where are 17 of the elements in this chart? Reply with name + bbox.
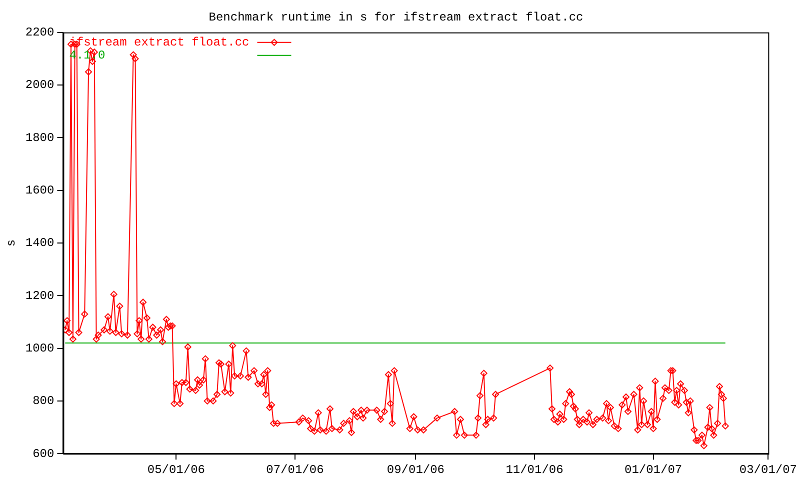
y-tick-label: 1600 xyxy=(25,184,54,198)
y-tick-label: 600 xyxy=(32,446,54,461)
x-tick-label: 03/01/07 xyxy=(739,462,797,477)
y-tick-label: 2000 xyxy=(25,78,54,92)
y-axis-title: s xyxy=(4,239,18,247)
y-tick-label: 1000 xyxy=(25,341,54,356)
y-tick-label: 1200 xyxy=(25,288,54,303)
chart-title: Benchmark runtime in s for ifstream extract float.cc xyxy=(208,10,584,24)
y-tick-label: 1400 xyxy=(25,236,54,250)
x-tick-label: 09/01/06 xyxy=(386,462,445,477)
y-tick-label: 2200 xyxy=(25,26,54,40)
x-tick-label: 11/01/06 xyxy=(506,462,564,477)
x-tick-label: 07/01/06 xyxy=(266,462,324,477)
y-tick-label: 800 xyxy=(32,394,54,408)
x-tick-label: 05/01/06 xyxy=(147,462,205,477)
y-tick-label: 1800 xyxy=(25,130,54,145)
x-tick-label: 01/01/07 xyxy=(624,462,682,477)
